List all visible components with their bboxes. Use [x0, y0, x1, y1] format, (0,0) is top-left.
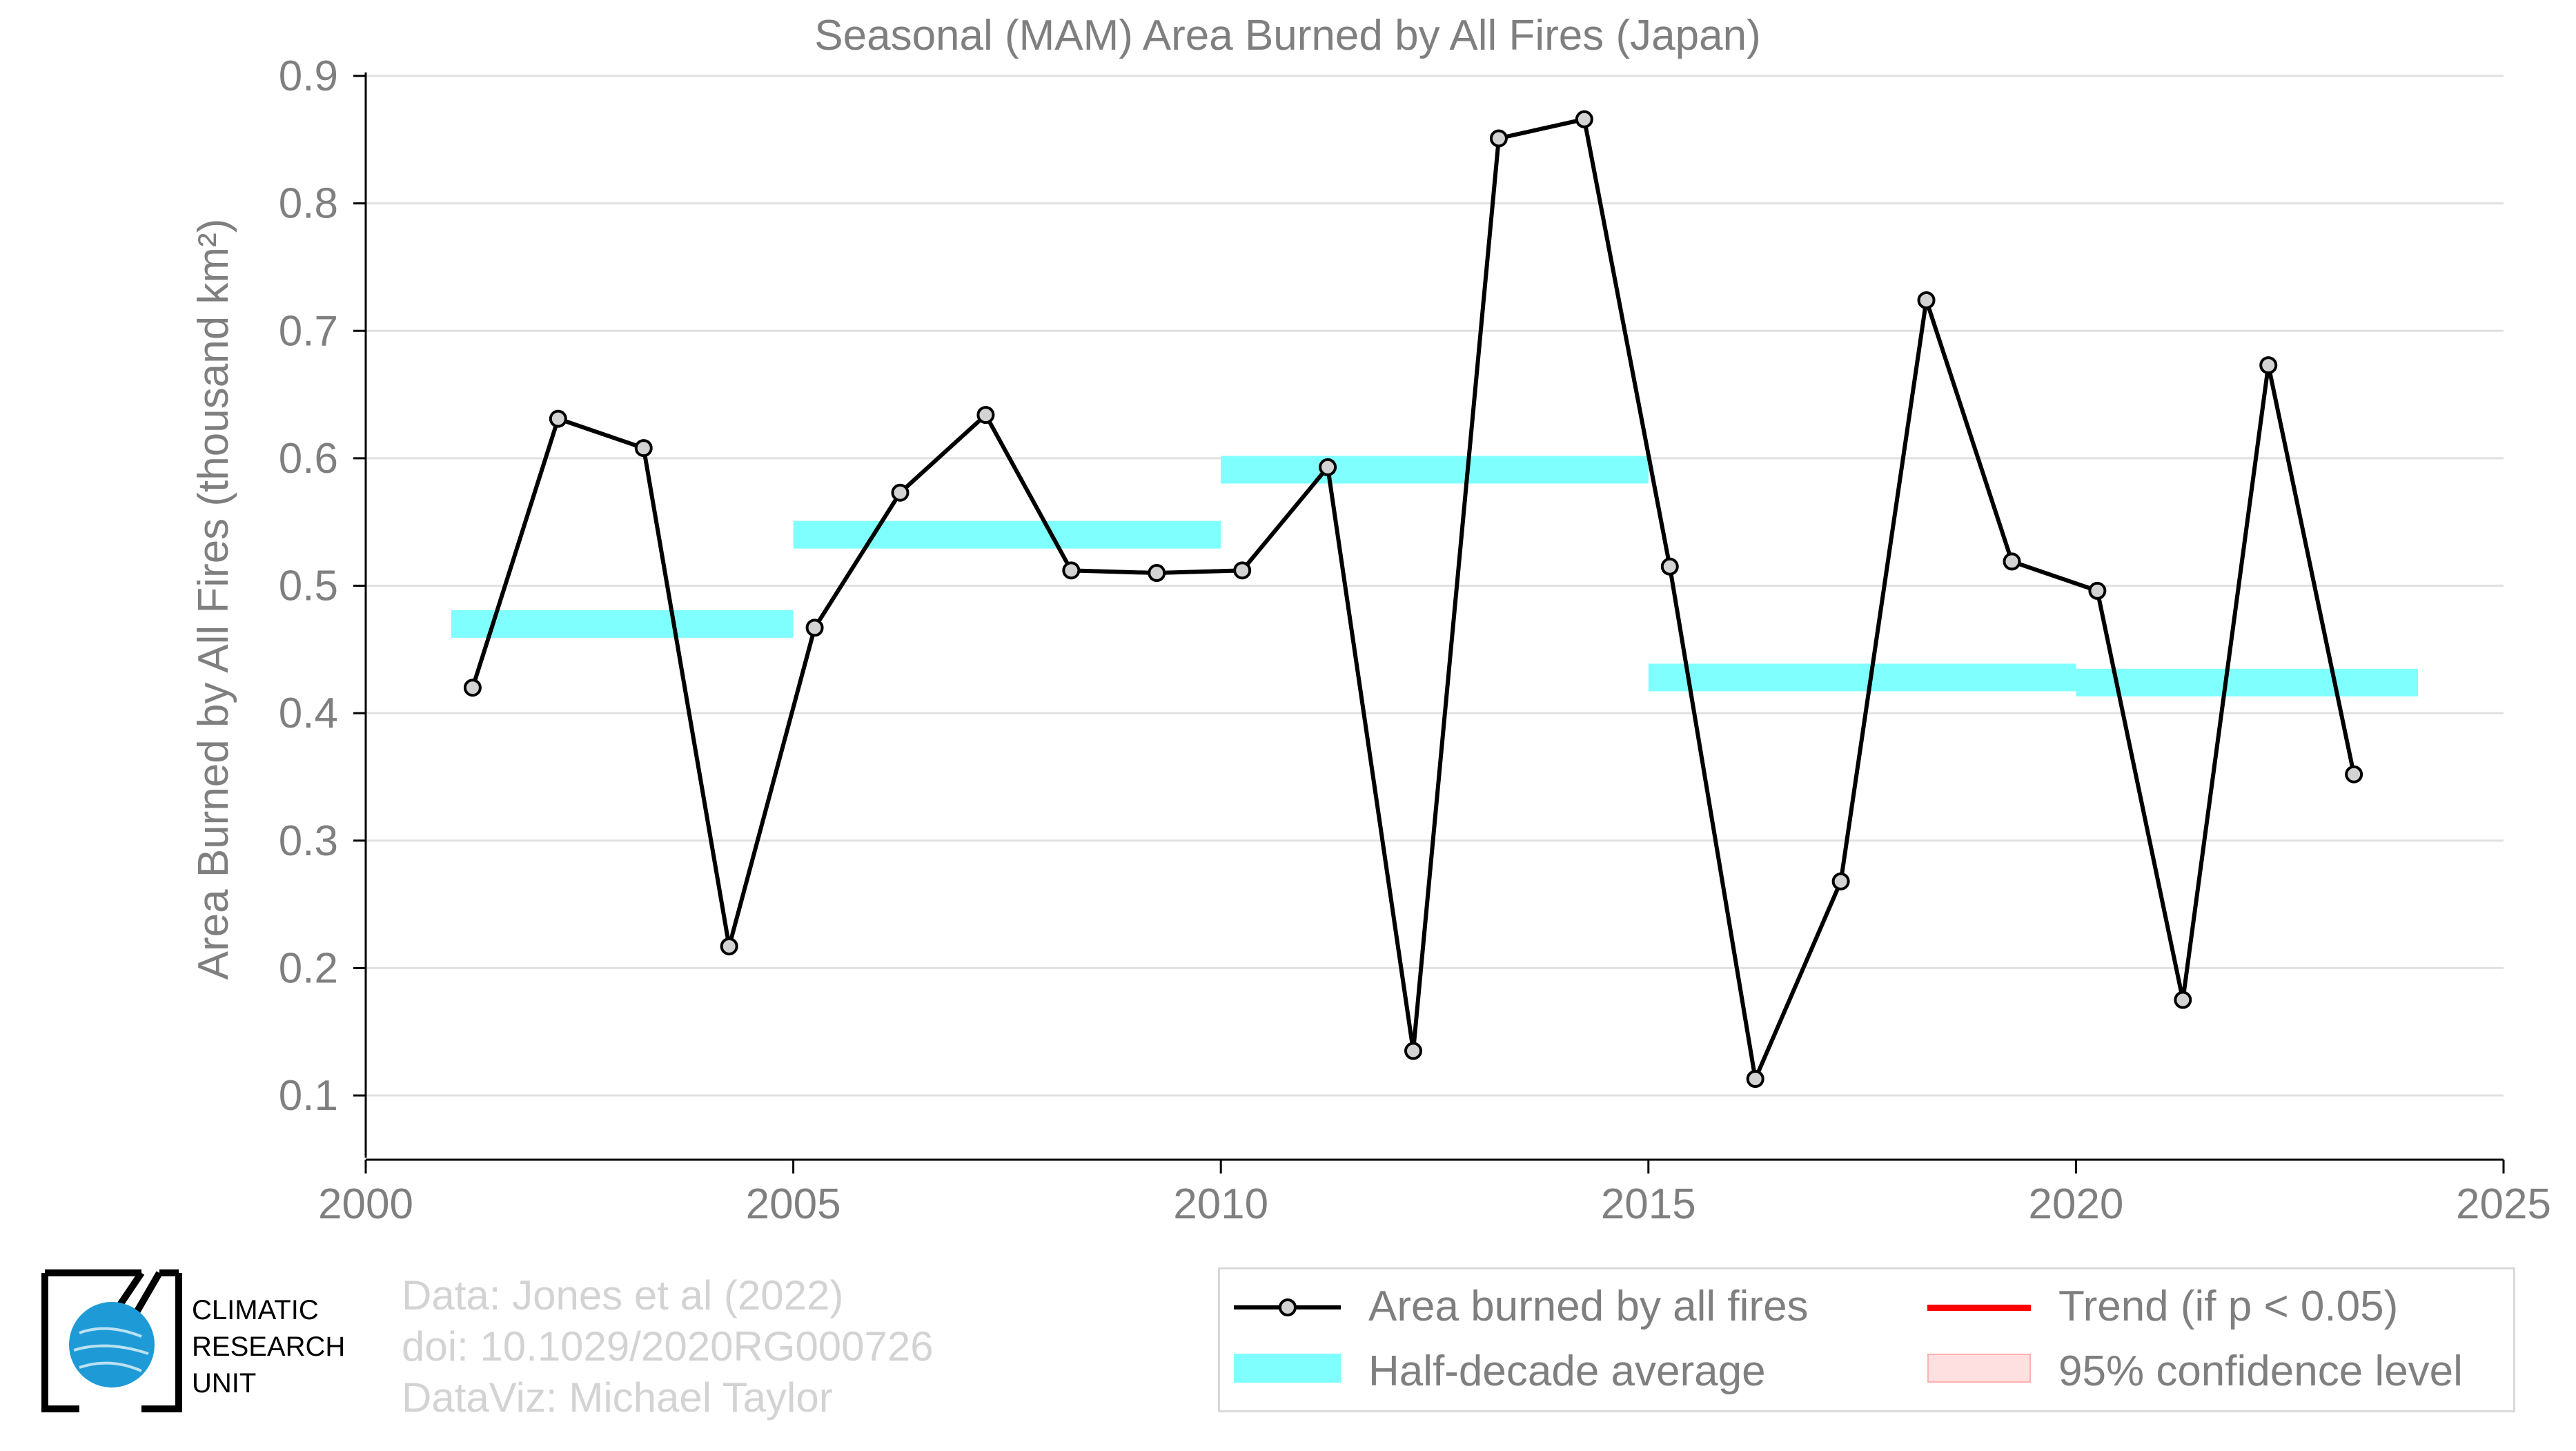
x-tick-label-1: 2005: [746, 1180, 841, 1228]
logo-slash: [114, 1269, 179, 1318]
data-point-18: [2003, 552, 2021, 571]
data-point-21: [2259, 356, 2278, 375]
y-tick-label-7: 0.8: [279, 180, 338, 228]
data-point-14: [1660, 557, 1679, 576]
y-axis-label: Area Burned by All Fires (thousand km²): [190, 219, 237, 980]
half-decade-bar-3: [1648, 663, 2076, 692]
data-point-2: [634, 439, 653, 458]
legend-avg-swatch: [1234, 1354, 1341, 1383]
credit-data-source: Data: Jones et al (2022): [402, 1272, 844, 1318]
legend: Area burned by all fires Half-decade ave…: [1218, 1267, 2515, 1412]
y-tick-label-8: 0.9: [279, 52, 338, 100]
data-point-22: [2345, 765, 2363, 783]
x-tick-label-3: 2015: [1601, 1180, 1696, 1228]
data-point-4: [805, 619, 824, 637]
x-tick-label-5: 2025: [2456, 1180, 2551, 1228]
cru-logo: [41, 1269, 182, 1412]
data-point-17: [1917, 291, 1936, 309]
y-tick-labels: 0.1 0.2 0.3 0.4 0.5 0.6 0.7 0.8 0.9: [279, 52, 366, 1120]
credits: Data: Jones et al (2022) doi: 10.1029/20…: [402, 1270, 934, 1423]
x-tick-label-0: 2000: [318, 1180, 413, 1228]
y-tick-label-4: 0.5: [279, 563, 338, 610]
y-tick-label-3: 0.4: [279, 690, 338, 737]
half-decade-bar-2: [1221, 456, 1649, 484]
data-point-11: [1404, 1042, 1423, 1060]
y-tick-label-6: 0.7: [279, 307, 338, 355]
data-point-13: [1575, 110, 1593, 128]
data-point-15: [1746, 1069, 1764, 1088]
x-tick-label-4: 2020: [2028, 1180, 2123, 1228]
legend-line-swatch: [1234, 1298, 1341, 1316]
half-decade-average-bars: [451, 456, 2419, 697]
half-decade-bar-1: [793, 520, 1221, 549]
legend-trend-label: Trend (if p < 0.05): [2058, 1283, 2399, 1330]
axes: [364, 72, 2504, 1161]
y-tick-label-0: 0.1: [279, 1072, 338, 1120]
series-line-0: [471, 117, 2357, 1081]
series-area-burned: [463, 110, 2363, 1088]
credit-dataviz: DataViz: Michael Taylor: [402, 1374, 833, 1421]
data-point-12: [1489, 129, 1508, 148]
credit-doi: doi: 10.1029/2020RG000726: [402, 1323, 934, 1370]
half-decade-bar-0: [451, 610, 794, 638]
y-tick-label-1: 0.2: [279, 944, 338, 992]
data-point-19: [2088, 581, 2107, 600]
legend-avg-label: Half-decade average: [1368, 1347, 1766, 1395]
data-point-5: [891, 483, 910, 502]
x-tick-label-2: 2010: [1173, 1180, 1268, 1228]
data-point-3: [720, 937, 738, 955]
logo-bracket-left: [41, 1273, 79, 1412]
chart-title: Seasonal (MAM) Area Burned by All Fires …: [814, 12, 1760, 59]
legend-ci-swatch: [1927, 1354, 2031, 1383]
half-decade-bar-4: [2076, 668, 2419, 697]
data-point-8: [1148, 564, 1166, 583]
legend-trend-swatch: [1927, 1305, 2031, 1311]
y-tick-label-5: 0.6: [279, 435, 338, 483]
data-point-16: [1831, 872, 1850, 890]
data-point-7: [1062, 561, 1081, 580]
data-point-1: [549, 409, 567, 428]
y-tick-label-2: 0.3: [279, 817, 338, 865]
logo-text: CLIMATIC RESEARCH UNIT: [192, 1295, 346, 1399]
data-point-10: [1319, 458, 1337, 476]
x-tick-labels: 2000 2005 2010 2015 2020 2025: [318, 1160, 2551, 1228]
legend-line-label: Area burned by all fires: [1368, 1283, 1809, 1330]
legend-ci-label: 95% confidence level: [2058, 1347, 2463, 1395]
grid-lines: [366, 75, 2504, 1097]
data-point-6: [976, 406, 995, 425]
logo-bracket-right: [141, 1273, 182, 1412]
data-point-0: [463, 679, 482, 697]
data-point-20: [2174, 991, 2192, 1009]
data-point-9: [1233, 561, 1252, 580]
